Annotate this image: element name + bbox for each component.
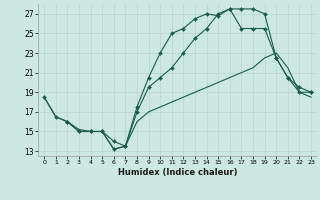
X-axis label: Humidex (Indice chaleur): Humidex (Indice chaleur) bbox=[118, 168, 237, 177]
